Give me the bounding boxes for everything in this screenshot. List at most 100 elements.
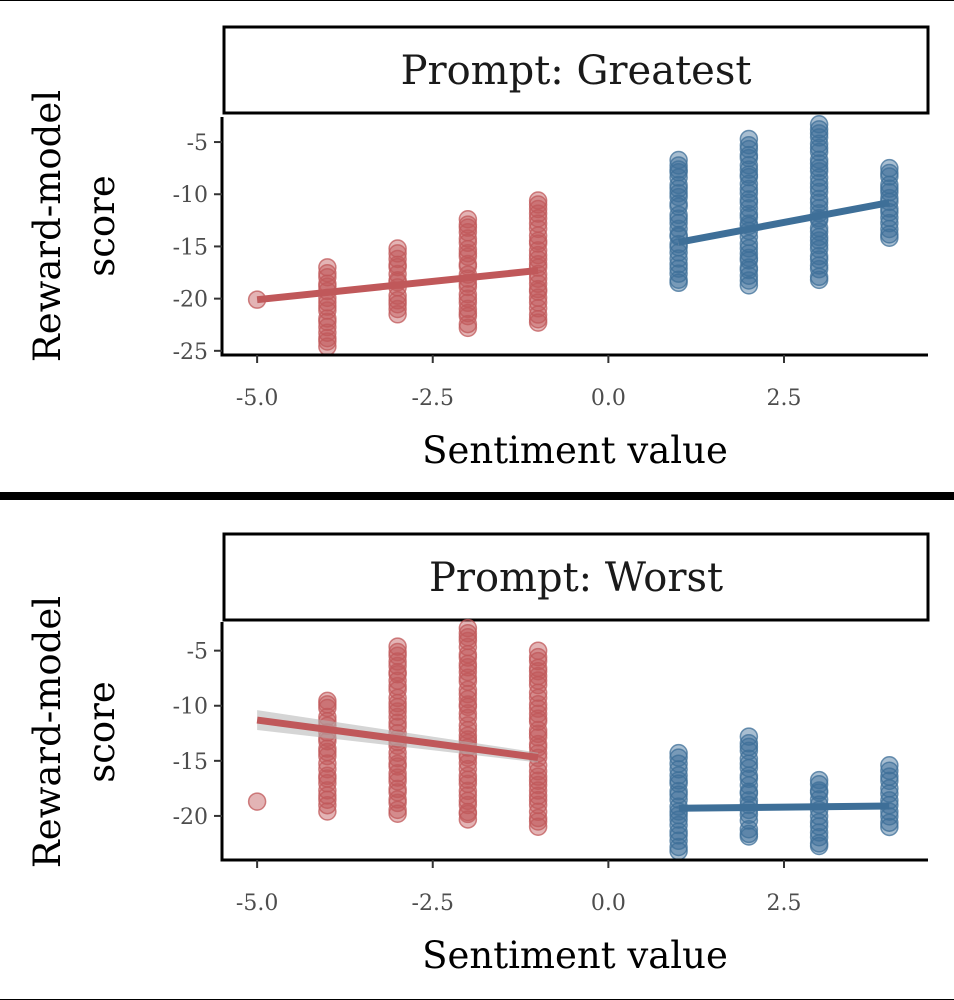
data-point	[739, 258, 759, 277]
data-point	[458, 285, 478, 304]
x-axis-title: Sentiment value	[422, 429, 728, 472]
data-point	[528, 214, 548, 233]
data-point	[669, 743, 688, 763]
data-point	[528, 279, 548, 299]
data-point	[528, 704, 548, 724]
data-point	[739, 276, 759, 295]
data-point	[528, 274, 548, 294]
data-point	[247, 792, 267, 811]
data-point	[388, 249, 407, 269]
data-point	[528, 786, 548, 805]
x-tick-label: -5.0	[236, 386, 278, 411]
data-point	[739, 129, 759, 149]
trend-line-negative	[256, 716, 539, 761]
data-point	[458, 810, 478, 829]
y-axis-title: Reward-model score	[26, 90, 123, 362]
facet-title: Prompt: Worst	[429, 555, 723, 601]
data-point	[388, 707, 407, 727]
data-point	[458, 795, 478, 815]
data-point	[809, 770, 829, 790]
data-point	[388, 305, 407, 324]
data-point	[318, 774, 337, 793]
x-tick-label: 0.0	[591, 386, 626, 411]
facet-strip	[222, 25, 930, 115]
data-point	[739, 145, 759, 165]
data-point	[528, 641, 548, 660]
data-point	[809, 775, 829, 794]
data-point	[458, 303, 478, 323]
x-axis-title: Sentiment value	[422, 934, 728, 977]
y-axis-title: Reward-model score	[26, 596, 123, 868]
x-tick-label: 2.5	[766, 891, 801, 916]
y-tick-label: -5	[187, 131, 208, 156]
data-point	[458, 668, 478, 688]
data-point	[809, 120, 829, 139]
data-point	[669, 259, 688, 278]
data-point	[528, 195, 548, 214]
data-point	[318, 746, 337, 766]
x-tick-label: -5.0	[236, 891, 278, 916]
data-point	[458, 210, 478, 229]
data-point	[528, 762, 548, 781]
data-point	[388, 642, 407, 662]
x-tick-label: 2.5	[766, 386, 801, 411]
data-point	[669, 194, 688, 213]
data-point	[739, 734, 759, 753]
data-point	[528, 808, 548, 828]
data-point	[880, 761, 899, 781]
data-point	[388, 656, 407, 676]
facet-panel-2: Prompt: Worst -5 -10 -15 -20 -5.0 -2.5 0.0 2.5 Se…	[0, 496, 954, 1000]
trend-line-negative	[256, 266, 539, 304]
data-point	[528, 781, 548, 800]
data-point	[739, 824, 759, 844]
data-point	[388, 239, 407, 258]
data-point	[809, 134, 829, 154]
y-axis-title-line: score	[80, 175, 123, 277]
y-tick-label: -20	[173, 288, 208, 313]
data-point	[318, 795, 337, 815]
data-point	[458, 623, 478, 643]
data-point	[739, 727, 759, 746]
data-point	[739, 741, 759, 761]
data-point	[388, 790, 407, 809]
data-point	[458, 618, 478, 638]
data-point	[528, 771, 548, 790]
data-point	[458, 695, 478, 714]
y-tick-label: -25	[173, 340, 208, 365]
data-point	[739, 136, 759, 155]
data-point	[458, 243, 478, 263]
data-point	[528, 191, 548, 210]
y-axis-title-line: score	[80, 681, 123, 783]
data-point	[739, 248, 759, 268]
data-point	[669, 754, 688, 773]
data-point	[669, 175, 688, 195]
data-point	[318, 263, 337, 283]
data-point	[669, 160, 688, 179]
data-point	[669, 150, 688, 170]
data-point	[528, 651, 548, 671]
data-point	[458, 299, 478, 319]
data-point	[458, 233, 478, 253]
y-axis-title-line: Reward-model	[26, 90, 69, 362]
trend-line-positive	[677, 199, 891, 246]
x-tick-label: 0.0	[591, 891, 626, 916]
data-point	[669, 781, 688, 801]
data-point	[528, 671, 548, 690]
data-point	[669, 219, 688, 239]
facet-panel-1: Prompt: Greatest -5 -10 -15 -20 -25 -5.0 -2.5 0.…	[0, 0, 954, 496]
data-point	[318, 267, 337, 287]
trend-line-positive	[678, 802, 890, 812]
data-point	[739, 156, 759, 175]
data-point	[528, 209, 548, 228]
data-point	[809, 781, 829, 800]
facet-divider	[0, 492, 954, 500]
data-point	[458, 766, 478, 785]
data-point	[880, 755, 899, 775]
data-point	[458, 215, 478, 234]
data-point	[809, 138, 829, 158]
data-point	[880, 771, 899, 791]
y-tick-label: -15	[173, 750, 208, 775]
data-point	[388, 680, 407, 700]
data-point	[528, 647, 548, 667]
data-point	[669, 815, 688, 835]
